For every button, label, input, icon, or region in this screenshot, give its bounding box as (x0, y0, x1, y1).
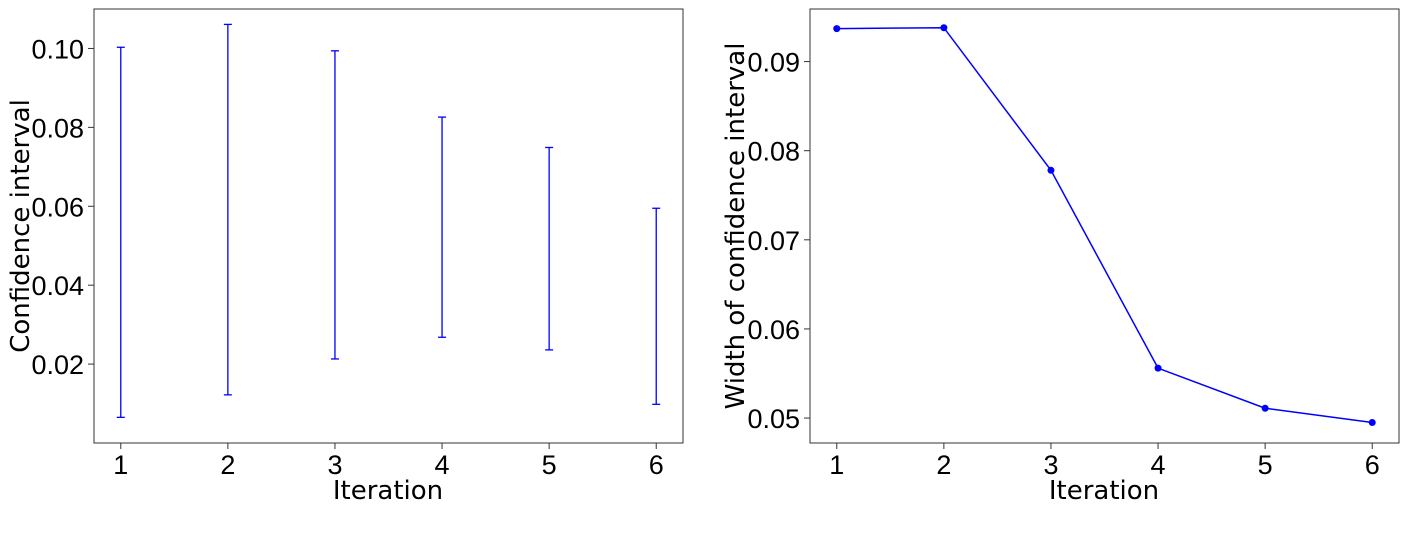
left-x-tick-label: 5 (542, 450, 557, 480)
series-point (1154, 364, 1162, 372)
left-x-tick-label: 3 (327, 450, 342, 480)
series-line (836, 26, 1373, 424)
right-x-ticks: 1 2 3 4 5 6 (829, 443, 1380, 480)
series-point (1047, 166, 1055, 174)
errorbar-marks (116, 23, 661, 419)
left-y-tick-label: 0.10 (31, 34, 84, 64)
right-y-tick-label: 0.07 (747, 226, 800, 256)
series-point (1261, 404, 1269, 412)
left-y-tick-label: 0.06 (31, 192, 84, 222)
left-x-axis-label: Iteration (333, 476, 443, 506)
left-y-axis-label: Confidence interval (6, 99, 36, 353)
series-point (1368, 419, 1376, 427)
right-y-tick-label: 0.09 (747, 48, 800, 78)
left-x-tick-label: 2 (220, 450, 235, 480)
right-y-tick-label: 0.06 (747, 315, 800, 345)
left-chart-panel: 1 2 3 4 5 6 0.02 0.04 0.06 0.08 0.10 Iteration Co… (6, 8, 684, 506)
left-y-ticks: 0.02 0.04 0.06 0.08 0.10 (31, 34, 94, 380)
right-x-tick-label: 2 (936, 450, 951, 480)
left-y-tick-label: 0.02 (31, 350, 84, 380)
right-x-axis-label: Iteration (1049, 476, 1159, 506)
right-y-axis-label: Width of confidence interval (721, 43, 751, 410)
line-marks (833, 24, 1376, 427)
right-x-tick-label: 4 (1151, 450, 1166, 480)
right-x-tick-label: 6 (1365, 450, 1380, 480)
left-x-tick-label: 4 (435, 450, 450, 480)
left-x-ticks: 1 2 3 4 5 6 (113, 443, 664, 480)
left-y-tick-label: 0.04 (31, 271, 84, 301)
left-x-tick-label: 1 (113, 450, 128, 480)
right-y-ticks: 0.05 0.06 0.07 0.08 0.09 (747, 48, 810, 434)
left-plot-frame (93, 8, 684, 444)
right-x-tick-label: 3 (1043, 450, 1058, 480)
right-plot-frame (809, 8, 1400, 444)
right-y-tick-label: 0.05 (747, 404, 800, 434)
right-chart-panel: 1 2 3 4 5 6 0.05 0.06 0.07 0.08 0.09 Iteration Wi… (721, 8, 1400, 506)
right-x-tick-label: 1 (829, 450, 844, 480)
left-x-tick-label: 6 (649, 450, 664, 480)
right-y-tick-label: 0.08 (747, 137, 800, 167)
series-point (940, 24, 948, 32)
series-point (833, 25, 841, 33)
right-x-tick-label: 5 (1258, 450, 1273, 480)
left-y-tick-label: 0.08 (31, 113, 84, 143)
